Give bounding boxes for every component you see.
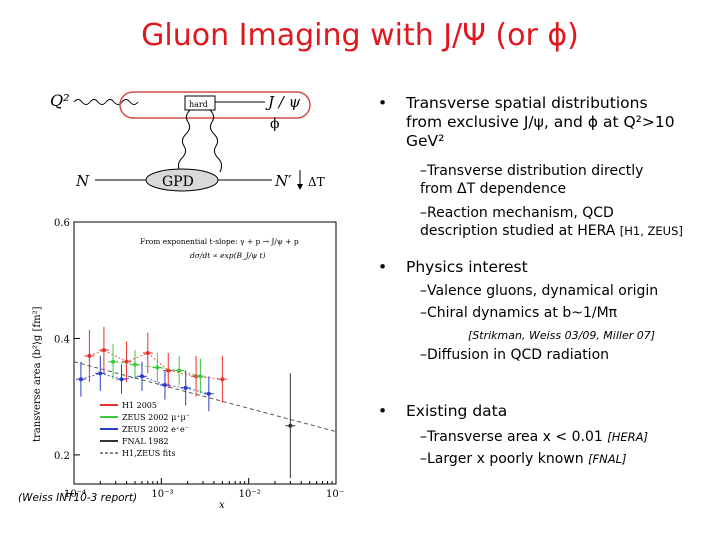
- photon-line: [73, 99, 139, 105]
- x-axis-label: x: [219, 500, 225, 511]
- sub-3: –Valence gluons, dynamical origin: [420, 283, 659, 299]
- series-line: [89, 349, 223, 380]
- sub-1-line2: from ΔT dependence: [420, 181, 567, 197]
- legend-entry: H1,ZEUS fits: [122, 449, 175, 458]
- y-tick-label: 0.2: [54, 451, 70, 462]
- series-line: [80, 372, 209, 395]
- bullet-3-marker: •: [378, 402, 388, 420]
- sub-6: –Transverse area x < 0.01: [420, 429, 603, 445]
- sub-1-line1: –Transverse distribution directly: [420, 163, 644, 179]
- annotation-line1: From exponential t-slope: γ + p → J/ψ + …: [140, 237, 299, 246]
- legend-entry: H1 2005: [122, 401, 157, 410]
- bullet-3: Existing data: [406, 402, 508, 420]
- gluon-line-right: [209, 109, 223, 173]
- data-point: [220, 377, 225, 382]
- q2-label: Q²: [50, 91, 70, 110]
- delta-arrow-head: [297, 184, 303, 190]
- legend-entry: ZEUS 2002 μ⁺μ⁻: [122, 413, 190, 422]
- annotation-line2: dσ/dt ∝ exp(B_J/ψ t): [190, 251, 266, 260]
- sub-2-line2-row: description studied at HERA [H1, ZEUS]: [420, 222, 720, 240]
- hard-inner-box: [184, 95, 216, 111]
- x-tick-label: 10⁻²: [239, 489, 261, 500]
- bullet-1-marker: •: [378, 94, 388, 112]
- data-point: [78, 377, 83, 382]
- bullet-1-line3: GeV²: [406, 132, 445, 150]
- hard-box: [119, 91, 311, 119]
- sub-7: –Larger x poorly known: [420, 451, 584, 467]
- x-tick-label: 10⁻¹: [326, 489, 344, 500]
- gpd-diagram: Q² hard J / ψ ϕ N GPD N′ ΔT: [50, 91, 325, 192]
- data-point: [87, 353, 92, 358]
- data-point: [101, 348, 106, 353]
- sub-7-row: –Larger x poorly known [FNAL]: [420, 450, 720, 468]
- sub-2-ref: [H1, ZEUS]: [619, 224, 683, 238]
- series-line: [112, 361, 201, 377]
- sub-2-line1: –Reaction mechanism, QCD: [420, 205, 614, 221]
- bullet-2: Physics interest: [406, 258, 528, 276]
- jpsi-label: J / ψ: [265, 93, 301, 111]
- gpd-label: GPD: [162, 174, 194, 190]
- sub-6-ref: [HERA]: [607, 430, 648, 444]
- sub-7-ref: [FNAL]: [588, 452, 627, 466]
- bullet-2-marker: •: [378, 258, 388, 276]
- sub-2-line2: description studied at HERA: [420, 223, 616, 239]
- hard-label: hard: [189, 100, 208, 109]
- delta-label: ΔT: [308, 175, 325, 189]
- slide-title: Gluon Imaging with J/Ψ (or ϕ): [141, 18, 579, 53]
- bullet-1-line2: from exclusive J/ψ, and ϕ at Q²>10: [406, 113, 675, 131]
- sub-4: –Chiral dynamics at b~1/Mπ: [420, 305, 618, 321]
- y-tick-label: 0.4: [54, 334, 70, 345]
- sub-6-row: –Transverse area x < 0.01 [HERA]: [420, 428, 720, 446]
- data-point: [133, 362, 138, 367]
- legend-entry: ZEUS 2002 e⁺e⁻: [122, 425, 189, 434]
- n-in-label: N: [75, 172, 90, 190]
- data-point: [162, 383, 167, 388]
- data-point: [119, 377, 124, 382]
- y-axis-label: transverse area ⟨b²⟩g [fm²]: [32, 306, 43, 442]
- footnote: (Weiss INT10-3 report): [18, 492, 138, 504]
- x-tick-label: 10⁻⁴: [64, 489, 86, 500]
- y-tick-label: 0.6: [54, 218, 70, 229]
- data-point: [139, 374, 144, 379]
- data-point: [288, 423, 293, 428]
- sub-5: –Diffusion in QCD radiation: [420, 347, 610, 363]
- fit-line: [73, 361, 337, 433]
- sub-4-ref: [Strikman, Weiss 03/09, Miller 07]: [468, 329, 656, 342]
- legend-entry: FNAL 1982: [122, 437, 169, 446]
- x-tick-label: 10⁻³: [151, 489, 173, 500]
- n-out-label: N′: [274, 172, 292, 190]
- bullet-1-line1: Transverse spatial distributions: [406, 94, 648, 112]
- gluon-line-left: [177, 109, 191, 173]
- transverse-area-chart: transverse area ⟨b²⟩g [fm²] x From expon…: [32, 218, 344, 511]
- phi-label: ϕ: [270, 116, 280, 132]
- data-point: [177, 368, 182, 373]
